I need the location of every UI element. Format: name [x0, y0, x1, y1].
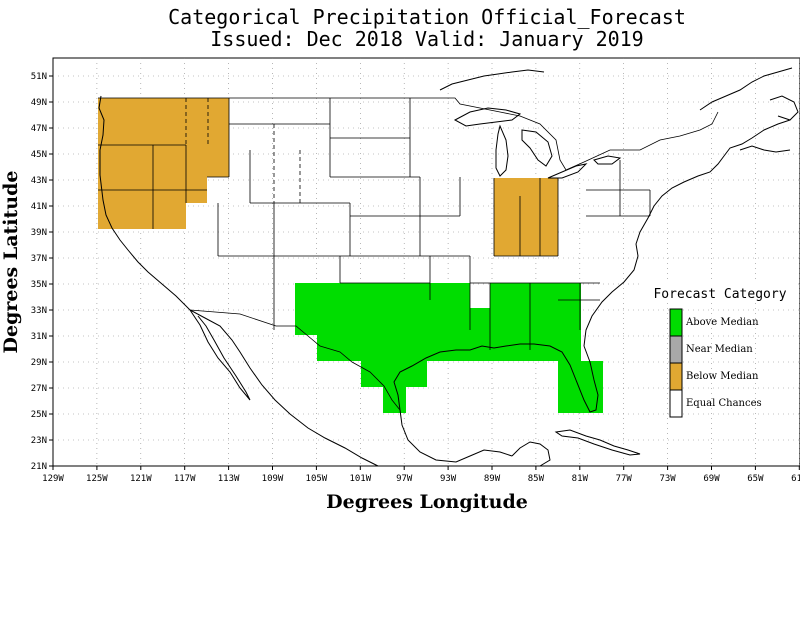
- x-tick-label: 81W: [572, 474, 589, 484]
- y-tick-label: 43N: [31, 176, 47, 186]
- x-tick-label: 77W: [616, 474, 633, 484]
- lake-superior: [453, 107, 522, 127]
- below-median-regions: [98, 98, 558, 256]
- canada-border: [98, 97, 719, 171]
- baja-peninsula: [189, 309, 251, 401]
- title-line-1: Categorical Precipitation Official_Forec…: [168, 5, 686, 29]
- y-tick-label: 25N: [31, 410, 47, 420]
- x-tick-label: 121W: [130, 474, 152, 484]
- x-tick-label: 113W: [218, 474, 240, 484]
- hudson-bay-shore: [439, 69, 545, 91]
- y-tick-label: 35N: [31, 280, 47, 290]
- legend-title-background: [642, 283, 798, 303]
- legend-items: Above Median Near Median Below Median Equal…: [669, 308, 762, 418]
- y-tick-label: 21N: [31, 462, 47, 472]
- lake-huron: [521, 129, 553, 167]
- y-tick-label: 41N: [31, 202, 47, 212]
- legend-swatch: [669, 389, 683, 418]
- map-lines: [98, 67, 799, 467]
- y-tick-label: 51N: [31, 72, 47, 82]
- yucatan: [511, 441, 551, 467]
- legend-label: Near Median: [686, 344, 753, 355]
- x-tick-label: 73W: [659, 474, 676, 484]
- x-tick-label: 117W: [174, 474, 196, 484]
- legend: Forecast Category Above Median Near Media…: [642, 283, 798, 418]
- y-tick-label: 29N: [31, 358, 47, 368]
- lake-erie: [547, 163, 588, 179]
- x-axis-ticks: 129W 125W 121W 117W 113W 109W 105W 101W 97W 93W 89…: [42, 466, 800, 484]
- x-tick-label: 97W: [396, 474, 413, 484]
- x-tick-label: 89W: [484, 474, 501, 484]
- y-tick-label: 45N: [31, 150, 47, 160]
- y-axis-ticks: 21N 23N 25N 27N 29N 31N 33N 35N 37N 39N 41N 43N 45N 4…: [31, 72, 53, 472]
- x-tick-label: 65W: [747, 474, 764, 484]
- north-canada-coast: [699, 67, 793, 111]
- below-median-northwest: [98, 98, 229, 229]
- x-tick-label: 105W: [306, 474, 328, 484]
- x-axis-label: Degrees Longitude: [326, 491, 528, 513]
- y-axis-label: Degrees Latitude: [0, 171, 22, 354]
- mexico-border: [189, 309, 401, 411]
- x-tick-label: 61W: [791, 474, 800, 484]
- map-panel: [52, 57, 800, 467]
- pacific-coastline: [98, 95, 379, 467]
- y-tick-label: 33N: [31, 306, 47, 316]
- atlantic-coastline: [583, 119, 791, 347]
- y-tick-label: 39N: [31, 228, 47, 238]
- y-tick-label: 49N: [31, 98, 47, 108]
- dashed-state-lines: [185, 98, 301, 203]
- below-median-ohio-valley: [494, 178, 558, 256]
- x-tick-label: 69W: [703, 474, 720, 484]
- above-median-regions: [295, 283, 603, 413]
- y-tick-label: 23N: [31, 436, 47, 446]
- lake-ontario: [593, 155, 622, 165]
- y-tick-label: 47N: [31, 124, 47, 134]
- y-tick-label: 27N: [31, 384, 47, 394]
- mexico-gulf-coast: [399, 409, 513, 463]
- lake-michigan: [495, 124, 509, 177]
- y-tick-label: 37N: [31, 254, 47, 264]
- x-tick-label: 125W: [86, 474, 108, 484]
- legend-swatch: [669, 308, 683, 337]
- above-median-south: [295, 283, 603, 413]
- x-tick-label: 129W: [42, 474, 64, 484]
- title-line-2: Issued: Dec 2018 Valid: January 2019: [210, 27, 643, 51]
- legend-label: Below Median: [686, 371, 759, 382]
- newfoundland: [769, 95, 799, 121]
- cuba: [554, 429, 641, 456]
- y-tick-label: 31N: [31, 332, 47, 342]
- legend-label: Equal Chances: [686, 398, 762, 409]
- gulf-of-st-lawrence: [739, 145, 791, 153]
- x-tick-label: 85W: [528, 474, 545, 484]
- x-tick-label: 93W: [440, 474, 457, 484]
- legend-label: Above Median: [685, 317, 759, 328]
- x-tick-label: 101W: [349, 474, 371, 484]
- x-tick-label: 109W: [262, 474, 284, 484]
- legend-swatch: [669, 335, 683, 364]
- gulf-coastline: [393, 343, 599, 413]
- legend-swatch: [669, 362, 683, 391]
- legend-title: Forecast Category: [653, 287, 786, 302]
